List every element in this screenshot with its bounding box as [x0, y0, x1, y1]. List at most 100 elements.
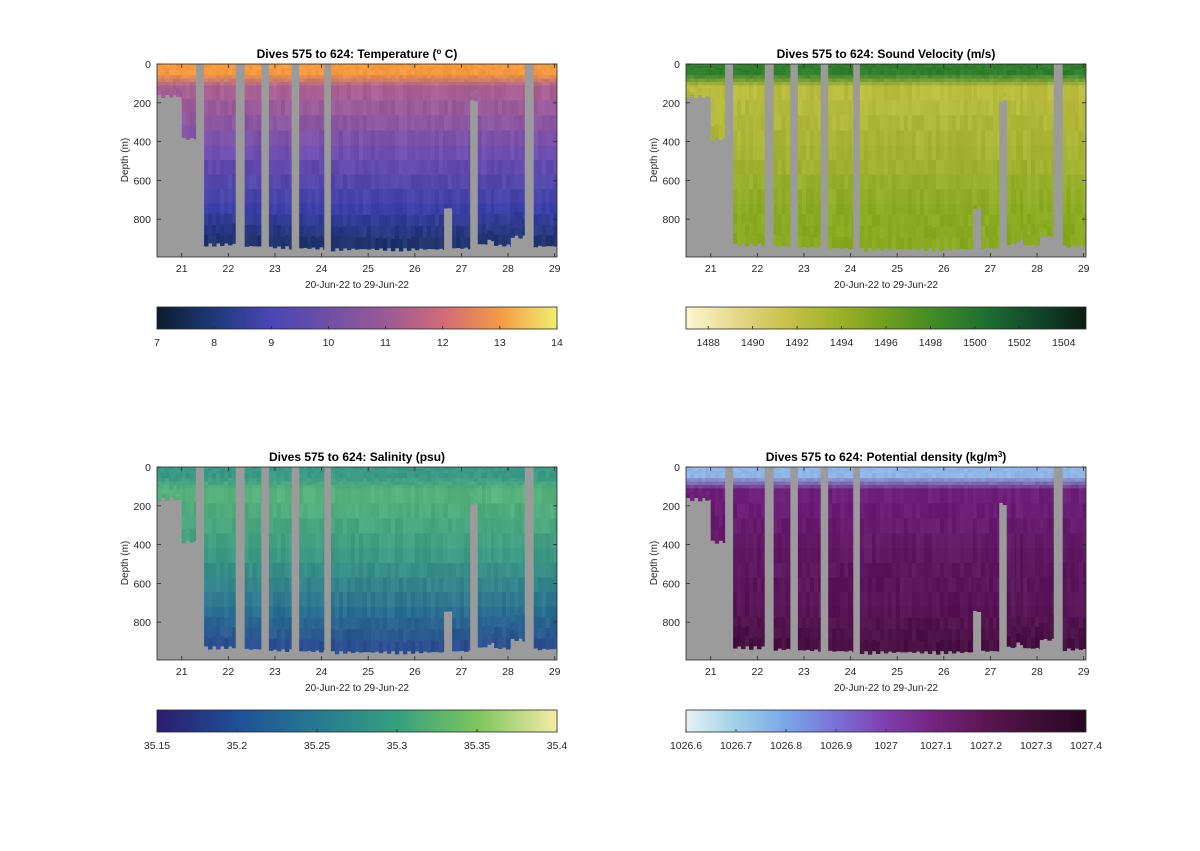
- data-cell: [208, 470, 213, 474]
- data-cell: [422, 640, 428, 652]
- data-cell: [161, 468, 166, 472]
- data-cell: [350, 629, 356, 642]
- data-cell: [338, 468, 344, 472]
- data-cell: [378, 145, 384, 161]
- data-cell: [220, 214, 225, 226]
- data-cell: [1062, 234, 1068, 246]
- data-cell: [426, 472, 432, 476]
- data-cell: [836, 203, 841, 216]
- data-cell: [157, 89, 162, 93]
- data-cell: [927, 130, 933, 146]
- data-cell: [323, 617, 325, 629]
- data-cell: [510, 85, 515, 101]
- data-cell: [410, 618, 416, 631]
- data-cell: [1020, 189, 1024, 205]
- data-cell: [522, 85, 525, 101]
- data-cell: [284, 115, 290, 131]
- data-cell: [773, 224, 779, 236]
- data-cell: [434, 577, 440, 593]
- data-cell: [342, 225, 348, 238]
- data-cell: [989, 115, 994, 131]
- data-cell: [832, 189, 837, 205]
- data-cell: [414, 467, 420, 470]
- data-cell: [840, 75, 845, 80]
- data-cell: [989, 69, 994, 73]
- data-cell: [272, 81, 278, 86]
- data-cell: [410, 470, 416, 474]
- data-cell: [797, 130, 803, 146]
- data-cell: [161, 67, 166, 71]
- data-cell: [1074, 64, 1080, 67]
- data-cell: [390, 468, 396, 472]
- data-cell: [871, 65, 877, 69]
- data-cell: [1010, 67, 1016, 71]
- data-cell: [216, 474, 221, 479]
- data-cell: [406, 203, 412, 216]
- colorbar-tick-label: 8: [211, 337, 217, 349]
- data-cell: [1014, 69, 1017, 73]
- data-cell: [323, 488, 325, 504]
- data-cell: [422, 85, 428, 101]
- data-cell: [398, 488, 404, 504]
- data-cell: [426, 237, 432, 250]
- data-cell: [248, 467, 254, 470]
- data-cell: [737, 69, 742, 73]
- data-cell: [959, 64, 965, 67]
- data-cell: [280, 468, 286, 472]
- data-cell: [442, 467, 445, 470]
- data-cell: [224, 203, 229, 215]
- data-cell: [817, 81, 821, 86]
- data-cell: [518, 100, 523, 116]
- data-cell: [502, 214, 507, 226]
- data-cell: [702, 64, 706, 67]
- data-cell: [919, 145, 925, 161]
- data-cell: [288, 474, 292, 479]
- data-cell: [374, 533, 380, 549]
- data-cell: [216, 548, 221, 564]
- data-cell: [216, 467, 221, 470]
- data-cell: [426, 467, 432, 470]
- data-cell: [307, 81, 312, 86]
- data-cell: [491, 231, 495, 242]
- data-cell: [378, 75, 384, 80]
- data-cell: [867, 100, 873, 116]
- data-cell: [232, 100, 236, 116]
- data-cell: [967, 100, 973, 116]
- data-cell: [1051, 81, 1054, 86]
- data-cell: [402, 533, 408, 549]
- data-cell: [469, 96, 475, 101]
- colorbar-tick-label: 1488: [697, 337, 721, 349]
- data-cell: [354, 65, 360, 69]
- data-cell: [299, 468, 304, 472]
- data-cell: [354, 533, 360, 549]
- data-cell: [998, 65, 1004, 69]
- data-cell: [334, 474, 340, 479]
- data-cell: [443, 115, 449, 131]
- data-cell: [1031, 213, 1036, 225]
- data-cell: [442, 67, 445, 71]
- data-cell: [491, 71, 495, 76]
- data-cell: [386, 518, 392, 534]
- data-cell: [169, 495, 174, 499]
- data-cell: [299, 474, 304, 479]
- data-cell: [165, 468, 170, 472]
- data-cell: [510, 69, 515, 73]
- data-cell: [338, 617, 344, 630]
- data-cell: [307, 518, 312, 534]
- data-cell: [260, 64, 262, 67]
- data-cell: [394, 630, 400, 643]
- data-cell: [398, 239, 404, 252]
- data-cell: [1074, 225, 1080, 237]
- data-cell: [737, 115, 742, 131]
- data-cell: [502, 130, 507, 146]
- data-cell: [434, 503, 440, 519]
- data-cell: [460, 81, 465, 86]
- data-cell: [248, 160, 254, 176]
- data-cell: [545, 100, 551, 116]
- data-cell: [1070, 64, 1076, 67]
- data-cell: [844, 71, 849, 76]
- data-cell: [1047, 100, 1052, 116]
- data-cell: [817, 203, 821, 215]
- data-cell: [694, 94, 699, 99]
- data-cell: [852, 100, 854, 116]
